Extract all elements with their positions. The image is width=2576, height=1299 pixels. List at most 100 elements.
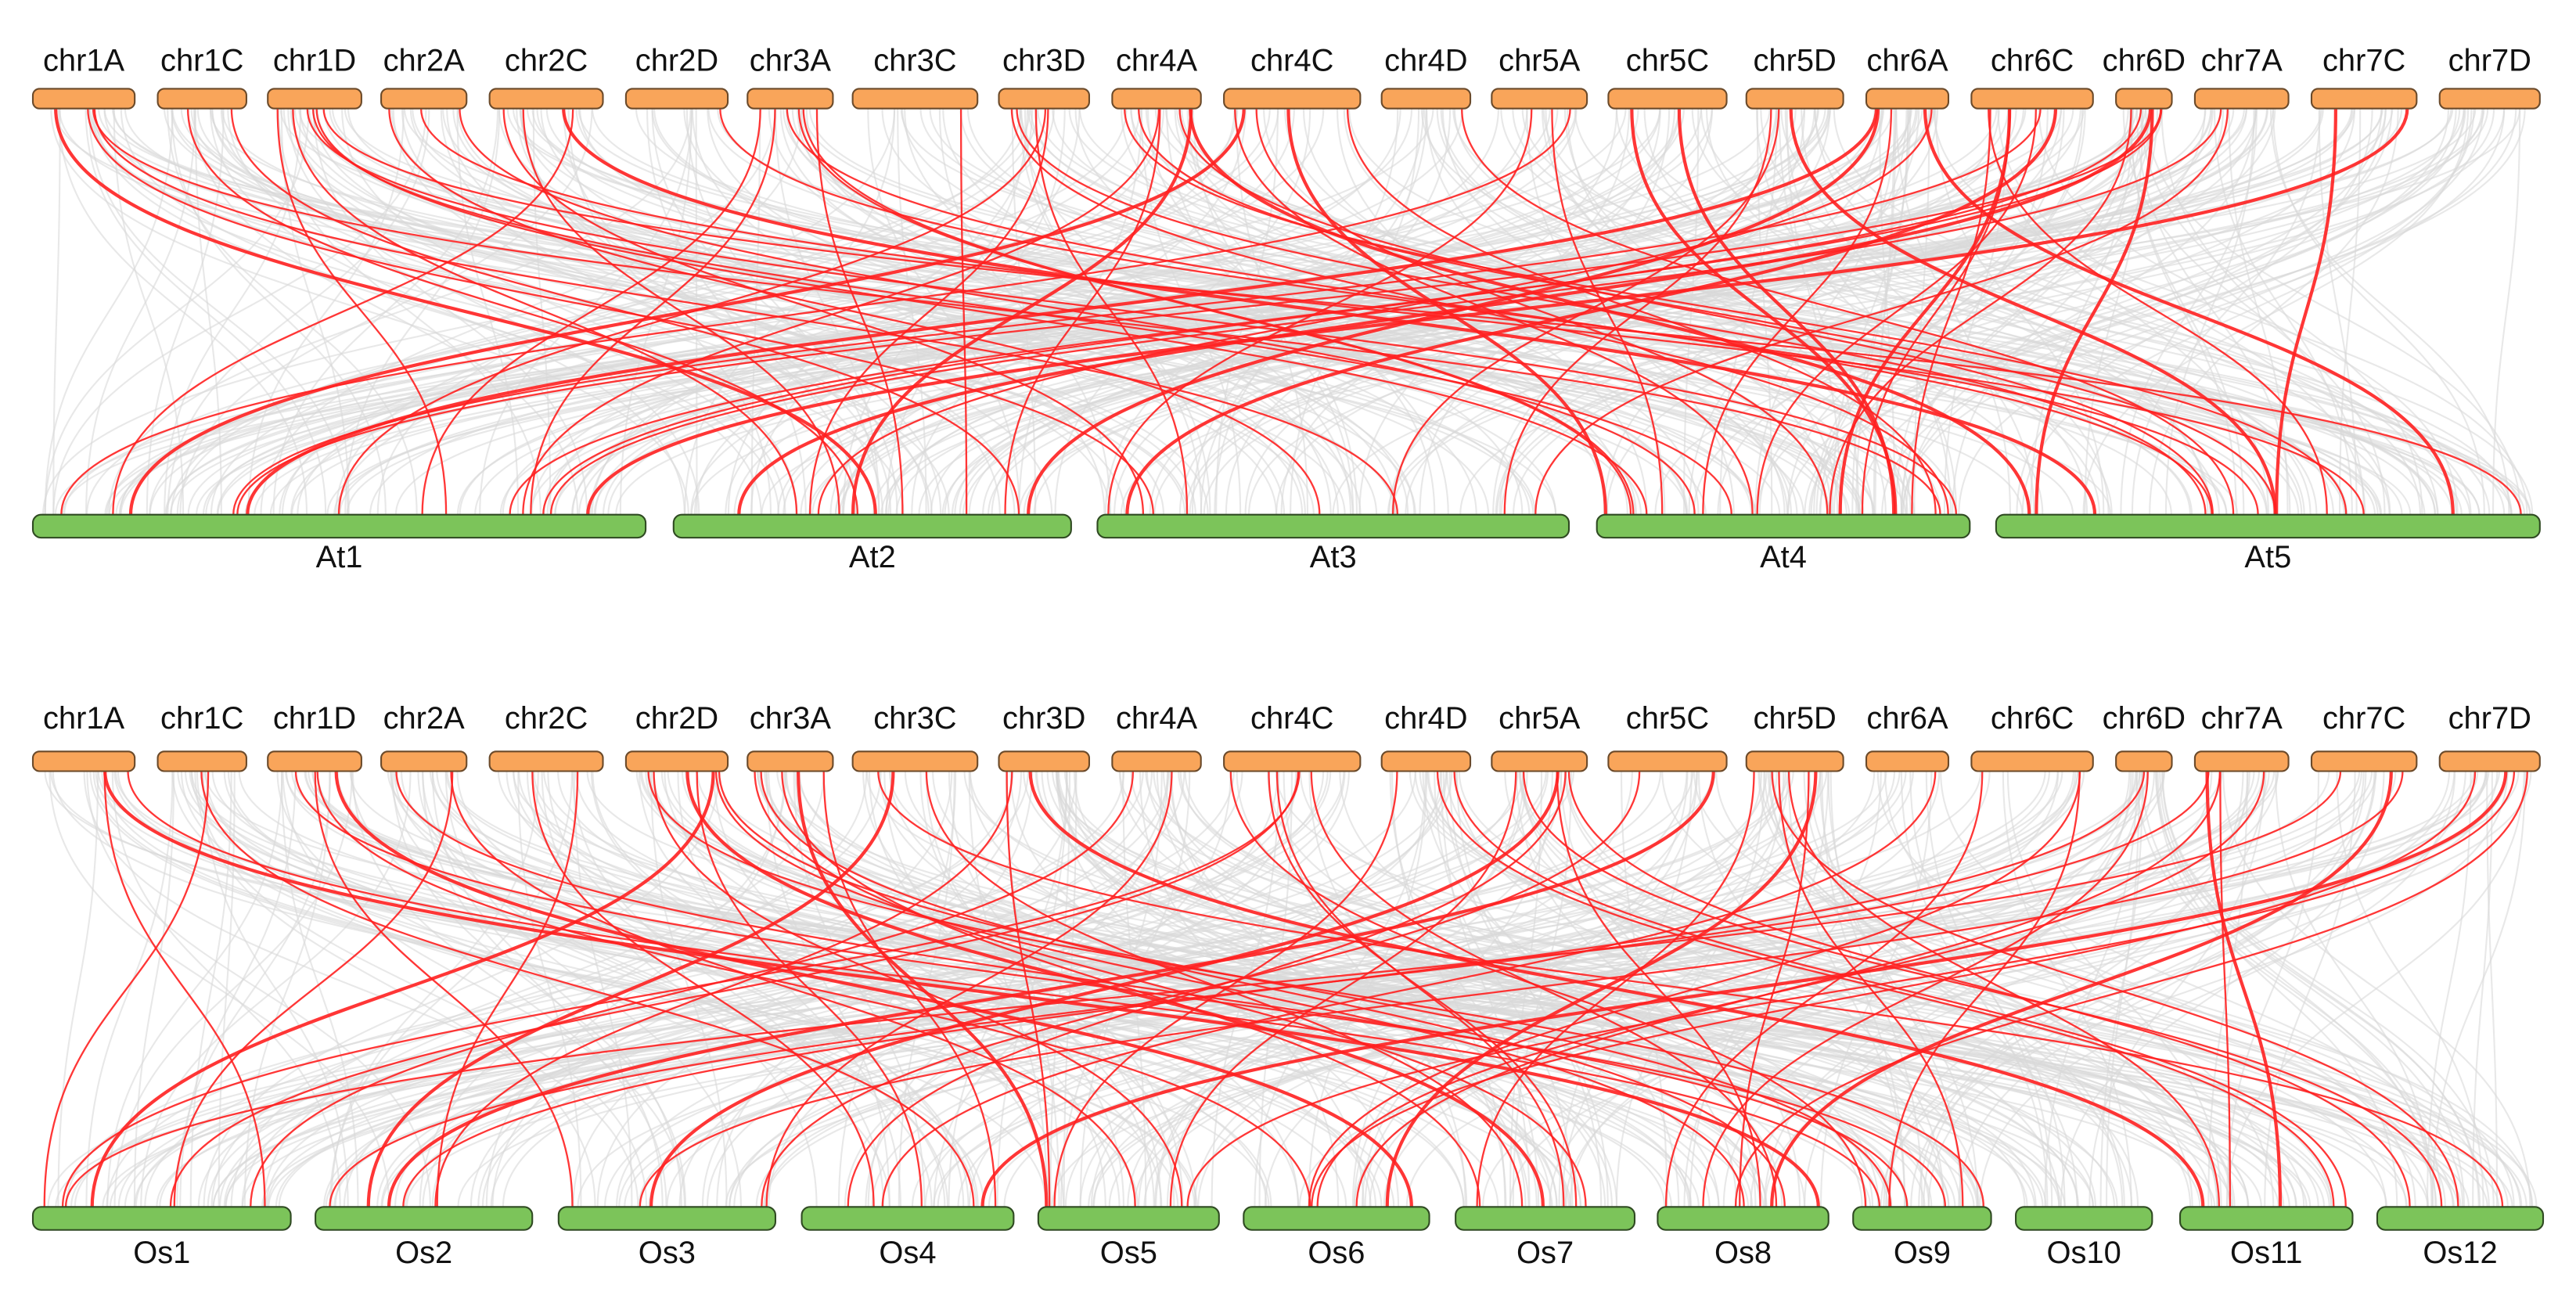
background-link [189, 771, 232, 1207]
background-link [1715, 771, 2437, 1207]
background-link [218, 771, 236, 1207]
background-link [1900, 108, 2134, 515]
collinear-link [530, 108, 776, 515]
collinear-link [765, 771, 1173, 1207]
background-link [1459, 108, 2495, 515]
collinear-link [1476, 771, 1755, 1207]
chromosome-label: chr5D [1754, 43, 1837, 77]
chromosome-bar [380, 750, 468, 772]
background-link [57, 771, 99, 1207]
chromosome-bar [31, 513, 647, 539]
background-link [1979, 771, 2456, 1207]
background-link [2082, 108, 2470, 515]
background-link [54, 108, 2142, 515]
collinear-link [316, 771, 1311, 1207]
chromosome-label: chr1A [43, 43, 125, 77]
background-link [83, 771, 639, 1207]
collinear-link [586, 108, 2409, 515]
chromosome-label: chr2D [635, 43, 718, 77]
background-link [695, 108, 698, 515]
background-link [1351, 771, 1553, 1207]
background-link [106, 771, 283, 1207]
link-layer [43, 771, 2538, 1207]
collinear-link [796, 771, 1049, 1207]
background-link [169, 108, 2150, 515]
chromosome-bar [1970, 750, 2094, 772]
collinear-link [1125, 108, 2058, 515]
background-link [2426, 771, 2472, 1207]
background-link [1927, 771, 2376, 1207]
background-link [1019, 108, 1211, 515]
chromosome-bar [672, 513, 1072, 539]
chromosome-bar [1995, 513, 2541, 539]
collinear-link [1385, 771, 1818, 1207]
collinear-link [980, 771, 2508, 1207]
collinear-link [169, 771, 1300, 1207]
background-link [287, 108, 700, 515]
chromosome-bar [1865, 750, 1950, 772]
collinear-link [1567, 771, 2411, 1207]
collinear-link [1677, 108, 1896, 515]
collinear-link [802, 108, 1635, 515]
background-link [335, 108, 896, 515]
background-link [839, 108, 2274, 515]
background-link [1833, 108, 2153, 515]
collinear-link [1311, 771, 2477, 1207]
collinear-link [90, 771, 715, 1207]
chromosome-label: Os6 [1308, 1236, 1365, 1270]
chromosome-label: Os5 [1100, 1236, 1157, 1270]
background-link [532, 108, 552, 515]
background-link [417, 771, 933, 1207]
background-link [86, 771, 431, 1207]
chromosome-bar [747, 750, 834, 772]
collinear-link [112, 108, 574, 515]
background-link [282, 771, 686, 1207]
background-link [2159, 771, 2466, 1207]
background-link [88, 108, 1186, 515]
chromosome-label: chr3A [750, 43, 832, 77]
chromosome-bar [1657, 1206, 1829, 1231]
collinear-link [1739, 771, 1810, 1207]
chromosome-label: chr7A [2201, 701, 2283, 736]
link-layer [42, 108, 2534, 515]
collinear-link [87, 108, 1154, 515]
chromosome-bar [31, 1206, 292, 1231]
background-link [409, 108, 1490, 515]
chromosome-label: chr2A [383, 43, 466, 77]
collinear-link [388, 108, 1321, 515]
collinear-link [1268, 771, 1578, 1207]
background-link [800, 108, 1829, 515]
chromosome-bar [1607, 88, 1728, 110]
background-link [1179, 771, 2249, 1207]
chromosome-bar [2438, 750, 2541, 772]
chromosome-bar [2115, 88, 2173, 110]
collinear-link [647, 771, 1985, 1207]
background-link [1621, 771, 1668, 1207]
chromosome-label: chr4A [1116, 701, 1198, 736]
background-link [291, 771, 2488, 1207]
chromosome-label: chr4C [1250, 43, 1333, 77]
background-link [712, 771, 2455, 1207]
background-link [1784, 108, 1952, 515]
background-link [639, 771, 2290, 1207]
collinear-link [1829, 108, 2132, 515]
collinear-link [1006, 771, 1051, 1207]
background-link [133, 771, 175, 1207]
collinear-link [292, 108, 798, 515]
chromosome-bar [624, 750, 729, 772]
background-link [1453, 108, 2220, 515]
background-link [1299, 771, 2213, 1207]
background-link [862, 771, 1299, 1207]
chromosome-label: Os7 [1516, 1236, 1574, 1270]
collinear-link [1010, 108, 1949, 515]
background-link [540, 108, 1286, 515]
collinear-link [1861, 108, 2011, 515]
background-link [1717, 108, 2206, 515]
chromosome-label: Os11 [2230, 1236, 2302, 1270]
background-link [401, 108, 1053, 515]
collinear-link [1124, 108, 2348, 515]
collinear-link [1556, 771, 1761, 1207]
collinear-link [230, 108, 1020, 515]
collinear-link [549, 108, 2222, 515]
background-link [2044, 771, 2138, 1207]
